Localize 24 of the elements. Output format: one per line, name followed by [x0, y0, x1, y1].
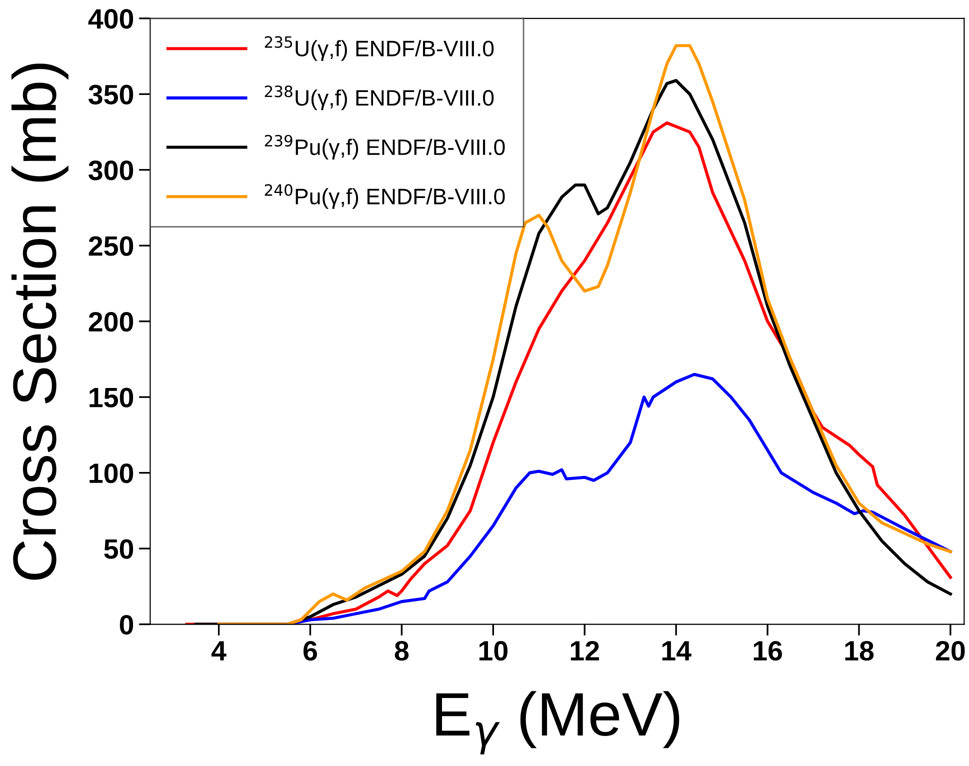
x-axis-title: E$_{γ}$ (MeV): [436, 691, 680, 754]
x-tick-label: 12: [570, 640, 599, 660]
y-tick-label: 150: [90, 388, 134, 408]
y-tick-label: 250: [88, 236, 134, 256]
x-tick-label: 10: [479, 640, 508, 661]
y-tick-label: 200: [88, 312, 134, 332]
x-tick-label: 14: [662, 641, 692, 660]
x-tick-label: 8: [394, 640, 409, 661]
y-tick-label: 400: [88, 9, 134, 29]
legend-label: $^{240}$Pu(γ,f) ENDF/B-VIII.0: [264, 184, 505, 209]
x-tick-label: 4: [211, 641, 226, 660]
x-tick-label: 18: [845, 640, 874, 661]
x-tick-label: 16: [754, 640, 782, 661]
legend-label: $^{239}$Pu(γ,f) ENDF/B-VIII.0: [264, 134, 505, 160]
legend-label: $^{238}$U(γ,f) ENDF/B-VIII.0: [264, 85, 494, 110]
y-tick-label: 50: [104, 539, 134, 559]
y-tick-label: 350: [88, 84, 134, 104]
y-axis-title: Cross Section (mb): [11, 64, 68, 580]
x-tick-label: 20: [936, 640, 965, 661]
y-tick-label: 0: [120, 614, 134, 635]
y-tick-label: 100: [90, 463, 134, 484]
legend-label: $^{235}$U(γ,f) ENDF/B-VIII.0: [264, 36, 494, 61]
y-tick-label: 300: [88, 160, 134, 180]
x-tick-label: 6: [304, 640, 317, 661]
